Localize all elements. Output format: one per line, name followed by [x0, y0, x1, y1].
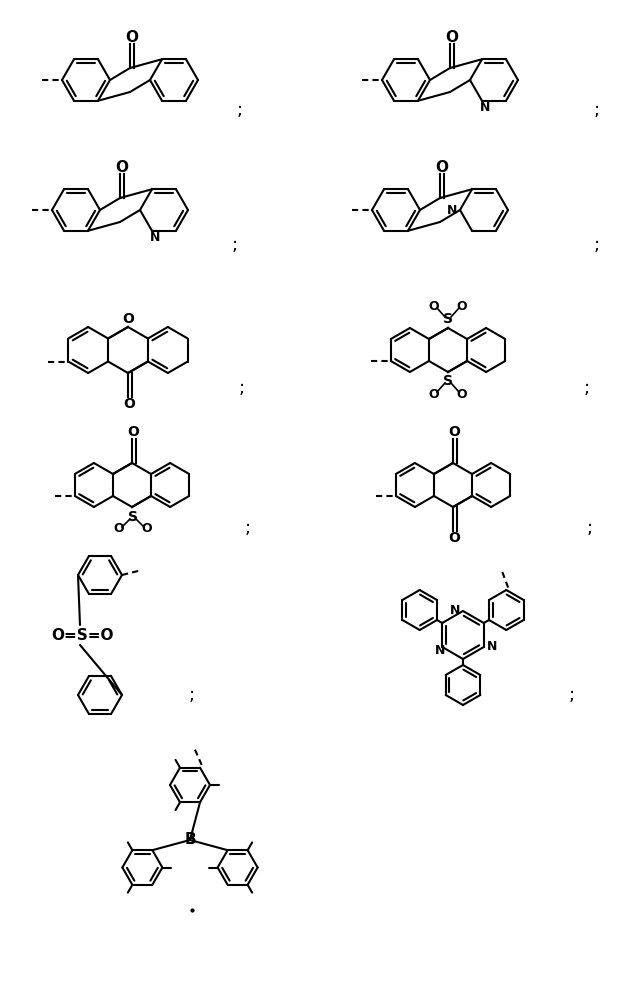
- Text: O: O: [122, 312, 134, 326]
- Text: O: O: [456, 387, 467, 400]
- Text: S: S: [443, 312, 453, 326]
- Text: O: O: [113, 522, 124, 536]
- Text: O: O: [124, 397, 135, 411]
- Text: ;: ;: [245, 519, 251, 537]
- Text: O: O: [142, 522, 153, 536]
- Text: ;: ;: [239, 379, 245, 397]
- Text: ;: ;: [232, 236, 238, 254]
- Text: O: O: [445, 29, 458, 44]
- Text: ;: ;: [587, 519, 593, 537]
- Text: ;: ;: [189, 686, 195, 704]
- Text: O: O: [115, 159, 128, 174]
- Text: O: O: [429, 387, 439, 400]
- Text: N: N: [480, 101, 490, 114]
- Text: N: N: [450, 604, 460, 617]
- Text: B: B: [184, 832, 196, 848]
- Text: ;: ;: [237, 101, 243, 119]
- Text: O: O: [125, 29, 138, 44]
- Text: N: N: [447, 205, 457, 218]
- Text: O: O: [429, 300, 439, 312]
- Text: N: N: [150, 231, 160, 244]
- Text: O: O: [449, 425, 460, 439]
- Text: O: O: [449, 531, 460, 545]
- Text: O: O: [435, 159, 448, 174]
- Text: ;: ;: [584, 379, 590, 397]
- Text: O: O: [128, 425, 140, 439]
- Text: N: N: [435, 644, 445, 656]
- Text: ;: ;: [594, 236, 600, 254]
- Text: N: N: [487, 641, 497, 654]
- Text: S: S: [443, 374, 453, 388]
- Text: ;: ;: [569, 686, 575, 704]
- Text: S: S: [128, 510, 138, 524]
- Text: ;: ;: [594, 101, 600, 119]
- Text: O=S=O: O=S=O: [51, 628, 113, 643]
- Text: O: O: [456, 300, 467, 312]
